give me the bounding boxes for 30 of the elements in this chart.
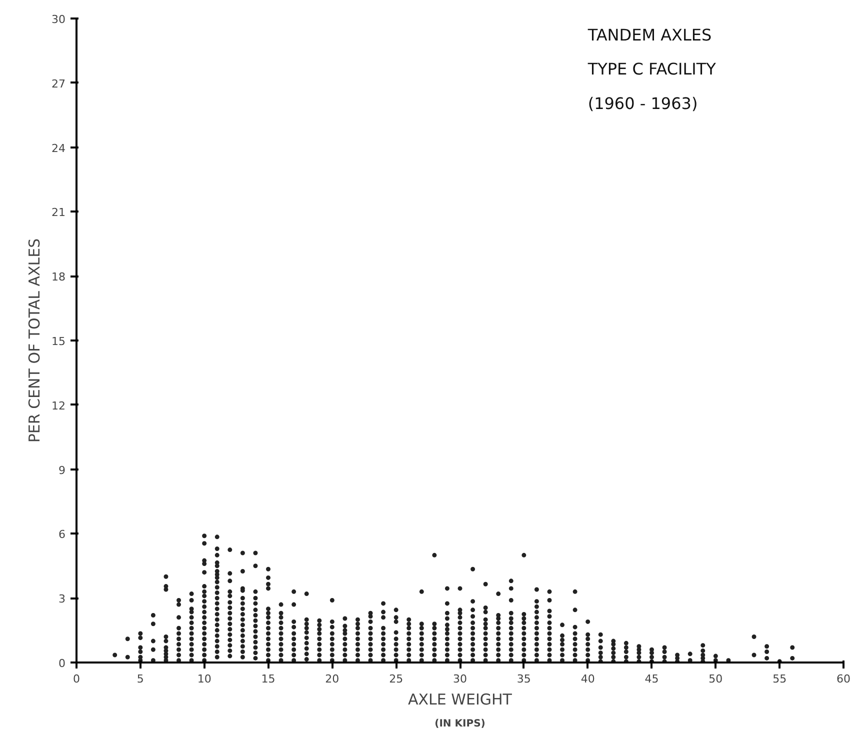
- x-tick-label: 55: [772, 672, 787, 686]
- x-tick-label: 10: [197, 672, 212, 686]
- x-tick-label: 45: [644, 672, 659, 686]
- annotation: TANDEM AXLES: [586, 25, 712, 44]
- y-tick-label: 12: [52, 399, 66, 412]
- y-tick-label: 9: [58, 464, 66, 477]
- y-tick-label: 15: [52, 335, 66, 348]
- y-tick-label: 3: [58, 592, 66, 606]
- annotation: TYPE C FACILITY: [586, 60, 716, 79]
- x-tick-label: 40: [580, 672, 595, 686]
- x-tick-label: 5: [136, 672, 144, 686]
- y-tick-label: 0: [58, 657, 66, 670]
- x-tick-label: 35: [516, 672, 531, 686]
- text: (IN KIPS): [434, 718, 486, 730]
- x-tick-label: 0: [73, 672, 80, 686]
- y-tick-label: 27: [52, 77, 66, 90]
- x-tick-label: 20: [325, 672, 340, 686]
- y-tick-label: 30: [52, 13, 66, 26]
- x-tick-label: 50: [708, 672, 723, 686]
- annotation: (1960 - 1963): [588, 94, 698, 113]
- y-axis-title: PER CENT OF TOTAL AXLES: [26, 238, 44, 443]
- x-tick-label: 25: [389, 672, 404, 686]
- y-tick-label: 18: [52, 270, 66, 284]
- x-tick-label: 30: [453, 672, 467, 686]
- y-tick-label: 6: [58, 528, 66, 542]
- x-tick-label: 15: [261, 672, 276, 686]
- y-tick-label: 21: [52, 206, 66, 220]
- y-tick-label: 24: [52, 142, 66, 155]
- x-axis-title: AXLE WEIGHT: [408, 690, 513, 708]
- x-tick-label: 60: [836, 672, 850, 686]
